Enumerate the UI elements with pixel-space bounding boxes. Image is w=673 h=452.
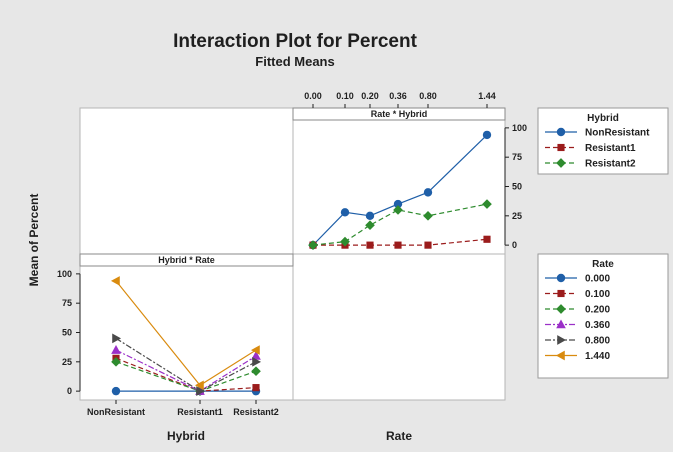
data-point	[482, 199, 492, 209]
legend-entry: 1.440	[545, 350, 610, 362]
y-tick-label: 75	[62, 298, 72, 308]
y-tick-label: 50	[512, 182, 522, 192]
x-tick-label: 0.10	[336, 91, 354, 101]
data-point	[250, 345, 260, 355]
legend-entry: 0.200	[545, 304, 610, 316]
data-point	[393, 199, 403, 209]
legend-rate: Rate 0.000 0.100 0.200 0.360 0.800 1.440	[537, 253, 669, 379]
chart-subtitle: Fitted Means	[255, 54, 334, 69]
legend-entry: 0.100	[545, 289, 610, 300]
series-line	[312, 203, 488, 246]
data-point	[111, 386, 121, 396]
x-tick-label: Resistant2	[233, 407, 279, 417]
data-point	[252, 356, 262, 367]
x-axis-label: Rate	[386, 429, 412, 443]
data-point	[340, 236, 350, 247]
y-tick-label: 100	[512, 123, 527, 133]
legend-title: Hybrid	[587, 113, 619, 124]
x-tick-label: 0.20	[361, 91, 379, 101]
data-point	[111, 345, 121, 354]
legend-marker	[556, 273, 566, 283]
data-point	[252, 384, 260, 392]
data-point	[366, 241, 374, 249]
series-1-440	[110, 276, 260, 391]
x-tick-label: 0.80	[419, 91, 437, 101]
data-point	[423, 210, 433, 221]
x-tick-label: NonResistant	[87, 407, 145, 417]
legend-entry: Resistant2	[545, 158, 636, 170]
series-0-800	[112, 333, 262, 396]
x-tick-label: Resistant1	[177, 407, 223, 417]
series-line	[312, 134, 488, 246]
data-point	[110, 276, 120, 286]
legend-hybrid: Hybrid NonResistant Resistant1 Resistant2	[537, 107, 669, 175]
legend-entry: 0.800	[545, 335, 610, 347]
legend-label: 0.100	[585, 289, 610, 300]
x-tick-label: 0.36	[389, 91, 407, 101]
x-tick-label: 1.44	[478, 91, 496, 101]
legend-marker	[555, 350, 565, 361]
panel-strip	[292, 107, 506, 121]
legend-marker	[556, 158, 566, 168]
data-point	[308, 240, 318, 250]
x-tick-label: 0.00	[304, 91, 322, 101]
legend-entry: NonResistant	[545, 128, 650, 139]
y-tick-label: 0	[67, 386, 72, 396]
y-tick-label: 50	[62, 328, 72, 338]
data-point	[483, 235, 491, 243]
legend-label: Resistant2	[585, 159, 636, 170]
legend-label: NonResistant	[585, 128, 650, 139]
data-point	[423, 188, 433, 197]
plot-frame-top-right	[292, 107, 506, 255]
legend-label: 0.000	[585, 274, 610, 285]
legend-marker	[557, 143, 565, 152]
data-point	[194, 380, 204, 391]
data-point	[111, 356, 121, 367]
plot-frame-bottom-right	[292, 253, 506, 401]
data-point	[424, 241, 432, 249]
plot-frame-top-left	[79, 107, 294, 255]
legend-title: Rate	[592, 259, 614, 270]
data-point	[482, 130, 492, 140]
legend-label: 0.200	[585, 305, 610, 316]
legend-label: 1.440	[585, 351, 610, 362]
data-point	[365, 211, 375, 221]
data-point	[365, 220, 375, 231]
plot-frame-bottom-left	[79, 253, 294, 401]
legend-marker	[556, 304, 566, 314]
panel-strip-label: Hybrid * Rate	[158, 255, 215, 265]
legend-marker	[557, 335, 567, 345]
data-point	[251, 366, 261, 377]
data-point	[394, 241, 402, 249]
y-tick-label: 100	[57, 269, 72, 279]
panel-strip-label: Rate * Hybrid	[371, 109, 428, 119]
legend-entry: Resistant1	[545, 143, 636, 154]
y-tick-label: 0	[512, 240, 517, 250]
panel-rate-by-hybrid: Rate * Hybrid 0 25 50 75 100 0.00 0.10 0.20 0.36 0…	[292, 91, 527, 443]
series-line	[313, 238, 488, 246]
legend-marker	[556, 319, 566, 329]
legend-entry: 0.000	[545, 274, 610, 285]
data-point	[251, 350, 261, 360]
data-point	[112, 333, 122, 344]
data-point	[196, 386, 206, 396]
legend-label: 0.360	[585, 320, 610, 331]
legend-label: Resistant1	[585, 143, 636, 154]
chart-title: Interaction Plot for Percent	[173, 31, 418, 52]
y-tick-label: 25	[512, 211, 522, 221]
legend-label: 0.800	[585, 336, 610, 347]
y-axis-label: Mean of Percent	[27, 194, 41, 287]
series-resistant2	[308, 199, 492, 250]
legend-marker	[557, 289, 565, 298]
data-point	[340, 208, 350, 217]
x-axis-label: Hybrid	[167, 429, 205, 443]
panel-hybrid-by-rate: Hybrid * Rate 0 25 50 75 100 NonResistant Resis…	[57, 253, 294, 443]
panel-strip	[79, 253, 294, 267]
y-tick-label: 25	[62, 357, 72, 367]
y-tick-label: 75	[512, 152, 522, 162]
legend-marker	[556, 127, 566, 137]
legend-entry: 0.360	[545, 319, 610, 331]
data-point	[393, 205, 403, 215]
